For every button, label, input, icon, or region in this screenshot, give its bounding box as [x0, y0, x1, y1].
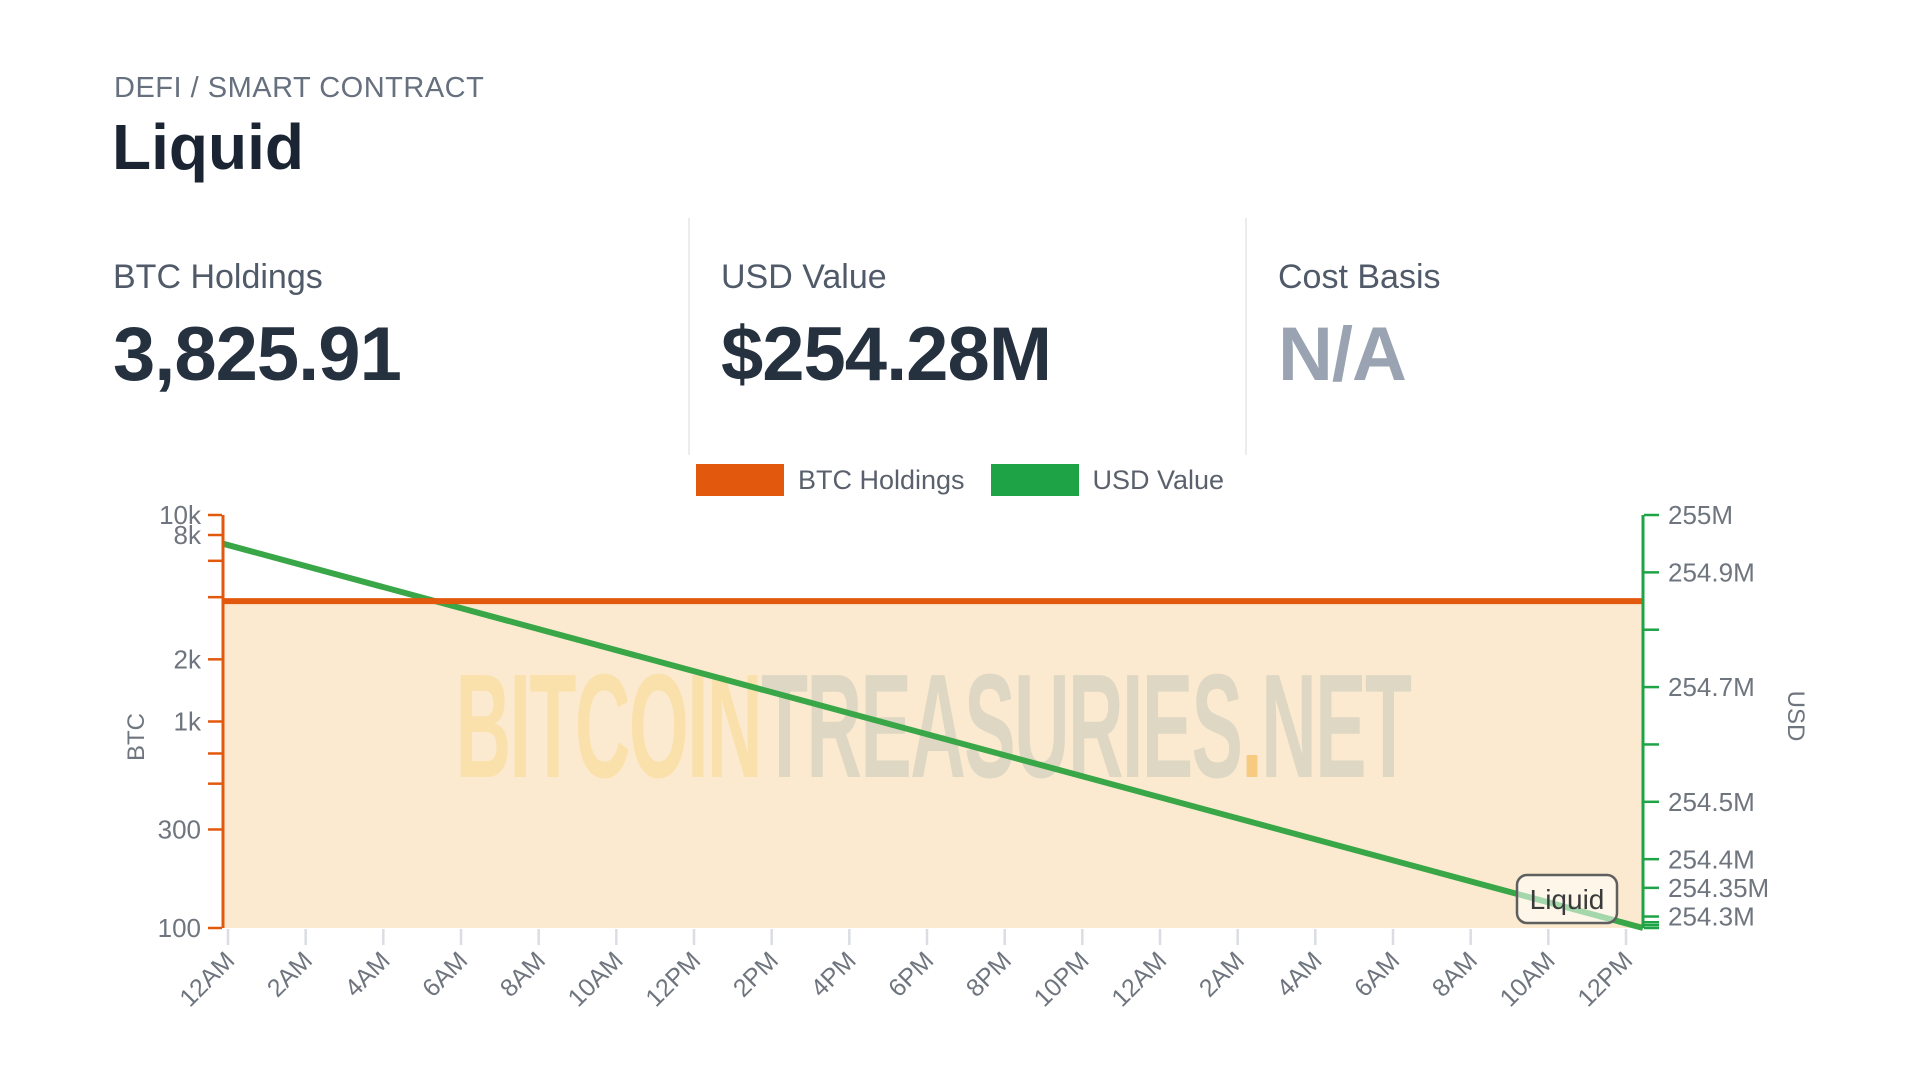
page-title: Liquid	[112, 111, 304, 183]
stats-row: BTC Holdings 3,825.91 USD Value $254.28M…	[113, 218, 1802, 455]
time-axis: 12AM 2AM 4AM 6AM 8AM 10AM 12PM 2PM 4PM 6PM 8PM 10PM…	[174, 929, 1638, 1012]
svg-text:2PM: 2PM	[728, 946, 784, 1002]
svg-text:12AM: 12AM	[1106, 946, 1172, 1012]
svg-text:2k: 2k	[174, 644, 202, 674]
stat-usd-value: USD Value $254.28M	[688, 218, 1245, 455]
svg-text:254.7M: 254.7M	[1668, 672, 1755, 702]
svg-text:10PM: 10PM	[1029, 946, 1095, 1012]
svg-text:254.3M: 254.3M	[1668, 902, 1755, 932]
svg-text:BITCOINTREASURIES.NET: BITCOINTREASURIES.NET	[456, 643, 1412, 809]
legend-label: BTC Holdings	[797, 464, 965, 495]
usd-axis: 255M 254.9M 254.7M 254.5M 254.4M254.35M254.3…	[1641, 500, 1809, 932]
stat-label: Cost Basis	[1278, 258, 1441, 296]
svg-text:255M: 255M	[1668, 500, 1733, 530]
liquid-annotation: Liquid	[1515, 873, 1619, 925]
svg-text:2AM: 2AM	[1194, 946, 1250, 1002]
svg-text:10AM: 10AM	[1495, 946, 1561, 1012]
svg-text:254.5M: 254.5M	[1668, 787, 1755, 817]
legend-swatch-btc	[695, 464, 784, 496]
svg-text:100: 100	[158, 913, 201, 943]
svg-text:4AM: 4AM	[339, 946, 395, 1002]
svg-text:1k: 1k	[174, 707, 202, 737]
svg-text:8AM: 8AM	[495, 946, 551, 1002]
stat-label: USD Value	[721, 258, 887, 296]
svg-text:6AM: 6AM	[417, 946, 473, 1002]
usd-value-line	[222, 540, 1644, 931]
svg-text:6PM: 6PM	[883, 946, 939, 1002]
svg-text:12PM: 12PM	[1572, 946, 1638, 1012]
stat-btc-holdings: BTC Holdings 3,825.91	[113, 218, 688, 455]
legend-swatch-usd	[990, 464, 1079, 496]
svg-text:300: 300	[158, 815, 201, 845]
svg-text:10AM: 10AM	[563, 946, 629, 1012]
svg-text:6AM: 6AM	[1349, 946, 1405, 1002]
legend-item-usd-value[interactable]: USD Value	[990, 464, 1225, 496]
svg-text:10k: 10k	[159, 500, 202, 530]
svg-text:8PM: 8PM	[961, 946, 1017, 1002]
svg-text:254.35M: 254.35M	[1668, 873, 1769, 903]
svg-text:USD: USD	[1782, 691, 1809, 742]
svg-text:Liquid: Liquid	[1530, 884, 1605, 915]
stat-value: 3,825.91	[113, 312, 402, 397]
watermark: BITCOINTREASURIES.NET	[456, 643, 1413, 809]
svg-text:4PM: 4PM	[805, 946, 861, 1002]
svg-text:12AM: 12AM	[174, 946, 240, 1012]
legend-item-btc-holdings[interactable]: BTC Holdings	[695, 464, 965, 496]
stat-value: N/A	[1278, 312, 1407, 397]
chart-legend: BTC Holdings USD Value	[0, 464, 1920, 496]
stat-cost-basis: Cost Basis N/A	[1245, 218, 1802, 455]
svg-text:4AM: 4AM	[1271, 946, 1327, 1002]
svg-text:12PM: 12PM	[640, 946, 706, 1012]
svg-text:BTC: BTC	[123, 713, 150, 761]
breadcrumb[interactable]: DEFI / SMART CONTRACT	[114, 72, 485, 104]
stat-label: BTC Holdings	[113, 258, 323, 296]
legend-label: USD Value	[1092, 464, 1225, 495]
stat-value: $254.28M	[721, 312, 1052, 397]
chart-area-fill	[223, 601, 1643, 928]
svg-text:254.4M: 254.4M	[1668, 844, 1755, 874]
svg-text:8k: 8k	[174, 520, 202, 550]
svg-text:254.9M: 254.9M	[1668, 557, 1755, 587]
svg-text:8AM: 8AM	[1427, 946, 1483, 1002]
svg-text:2AM: 2AM	[262, 946, 318, 1002]
